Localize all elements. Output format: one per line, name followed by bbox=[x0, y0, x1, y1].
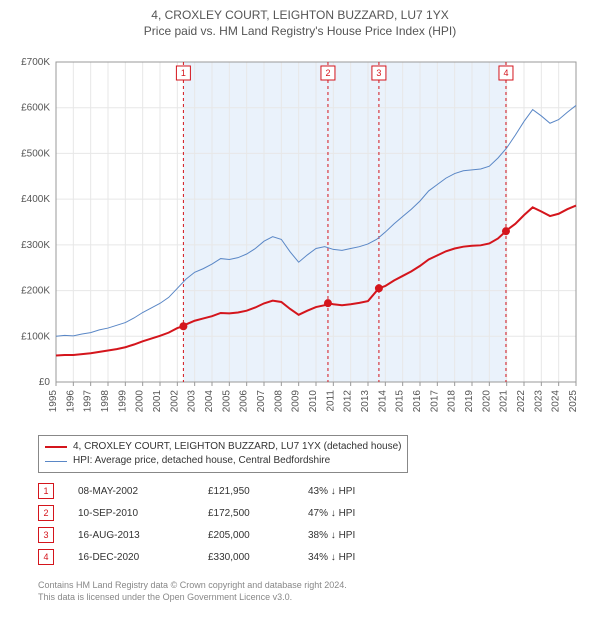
svg-text:1996: 1996 bbox=[65, 390, 76, 413]
svg-text:2015: 2015 bbox=[395, 390, 406, 413]
svg-text:2001: 2001 bbox=[152, 390, 163, 413]
chart-container: 4, CROXLEY COURT, LEIGHTON BUZZARD, LU7 … bbox=[0, 0, 600, 620]
price-chart: £0 £100K £200K £300K £400K £500K £600K £700K 199… bbox=[0, 0, 600, 432]
svg-text:2: 2 bbox=[325, 68, 330, 78]
legend-label-property: 4, CROXLEY COURT, LEIGHTON BUZZARD, LU7 … bbox=[73, 440, 401, 454]
svg-text:2011: 2011 bbox=[325, 390, 336, 412]
sale-pct: 47% ↓ HPI bbox=[308, 508, 408, 519]
legend-swatch-property bbox=[45, 446, 67, 448]
svg-text:£400K: £400K bbox=[21, 194, 50, 205]
sales-row: 1 08-MAY-2002£121,95043% ↓ HPI bbox=[38, 480, 408, 502]
svg-text:2020: 2020 bbox=[481, 390, 492, 413]
sales-row: 3 16-AUG-2013£205,00038% ↓ HPI bbox=[38, 524, 408, 546]
marker-badge: 1 bbox=[38, 483, 54, 499]
sale-date: 16-AUG-2013 bbox=[78, 530, 208, 541]
sale-price: £330,000 bbox=[208, 552, 308, 563]
svg-text:2017: 2017 bbox=[429, 390, 440, 413]
svg-text:2021: 2021 bbox=[499, 390, 510, 413]
svg-text:2024: 2024 bbox=[551, 390, 562, 413]
sales-table: 1 08-MAY-2002£121,95043% ↓ HPI 2 10-SEP-201… bbox=[38, 480, 408, 568]
footer-note: Contains HM Land Registry data © Crown c… bbox=[38, 580, 347, 603]
svg-text:£100K: £100K bbox=[21, 331, 50, 342]
marker-badge: 3 bbox=[38, 527, 54, 543]
sale-date: 08-MAY-2002 bbox=[78, 486, 208, 497]
svg-text:2000: 2000 bbox=[135, 390, 146, 413]
svg-text:£500K: £500K bbox=[21, 148, 50, 159]
svg-text:1: 1 bbox=[181, 68, 186, 78]
svg-text:1999: 1999 bbox=[117, 390, 128, 413]
svg-text:£700K: £700K bbox=[21, 57, 50, 68]
svg-text:2002: 2002 bbox=[169, 390, 180, 413]
svg-text:2007: 2007 bbox=[256, 390, 267, 413]
marker-badge: 2 bbox=[38, 505, 54, 521]
svg-text:2014: 2014 bbox=[377, 390, 388, 413]
svg-text:2022: 2022 bbox=[516, 390, 527, 413]
svg-text:1997: 1997 bbox=[83, 390, 94, 413]
svg-text:2003: 2003 bbox=[187, 390, 198, 413]
legend-row-property: 4, CROXLEY COURT, LEIGHTON BUZZARD, LU7 … bbox=[45, 440, 401, 454]
sale-price: £205,000 bbox=[208, 530, 308, 541]
sale-date: 10-SEP-2010 bbox=[78, 508, 208, 519]
svg-text:2012: 2012 bbox=[343, 390, 354, 413]
sales-row: 4 16-DEC-2020£330,00034% ↓ HPI bbox=[38, 546, 408, 568]
sale-pct: 34% ↓ HPI bbox=[308, 552, 408, 563]
legend-label-hpi: HPI: Average price, detached house, Cent… bbox=[73, 454, 330, 468]
svg-text:2008: 2008 bbox=[273, 390, 284, 413]
svg-text:1995: 1995 bbox=[48, 390, 59, 413]
sale-pct: 38% ↓ HPI bbox=[308, 530, 408, 541]
sale-price: £172,500 bbox=[208, 508, 308, 519]
svg-text:2013: 2013 bbox=[360, 390, 371, 413]
sale-date: 16-DEC-2020 bbox=[78, 552, 208, 563]
legend-swatch-hpi bbox=[45, 461, 67, 462]
footer-line2: This data is licensed under the Open Gov… bbox=[38, 592, 347, 604]
sale-price: £121,950 bbox=[208, 486, 308, 497]
sale-pct: 43% ↓ HPI bbox=[308, 486, 408, 497]
legend-row-hpi: HPI: Average price, detached house, Cent… bbox=[45, 454, 401, 468]
svg-text:£0: £0 bbox=[39, 377, 51, 388]
footer-line1: Contains HM Land Registry data © Crown c… bbox=[38, 580, 347, 592]
svg-text:2018: 2018 bbox=[447, 390, 458, 413]
legend-box: 4, CROXLEY COURT, LEIGHTON BUZZARD, LU7 … bbox=[38, 435, 408, 473]
sales-row: 2 10-SEP-2010£172,50047% ↓ HPI bbox=[38, 502, 408, 524]
svg-text:1998: 1998 bbox=[100, 390, 111, 413]
svg-text:3: 3 bbox=[376, 68, 381, 78]
svg-text:£300K: £300K bbox=[21, 240, 50, 251]
svg-text:2023: 2023 bbox=[533, 390, 544, 413]
marker-badge: 4 bbox=[38, 549, 54, 565]
svg-text:2025: 2025 bbox=[568, 390, 579, 413]
svg-text:£600K: £600K bbox=[21, 103, 50, 114]
svg-text:2009: 2009 bbox=[291, 390, 302, 413]
svg-text:2010: 2010 bbox=[308, 390, 319, 413]
svg-text:2005: 2005 bbox=[221, 390, 232, 413]
svg-text:2004: 2004 bbox=[204, 390, 215, 413]
svg-text:£200K: £200K bbox=[21, 286, 50, 297]
svg-text:2019: 2019 bbox=[464, 390, 475, 413]
svg-text:2016: 2016 bbox=[412, 390, 423, 413]
svg-text:4: 4 bbox=[503, 68, 508, 78]
svg-text:2006: 2006 bbox=[239, 390, 250, 413]
